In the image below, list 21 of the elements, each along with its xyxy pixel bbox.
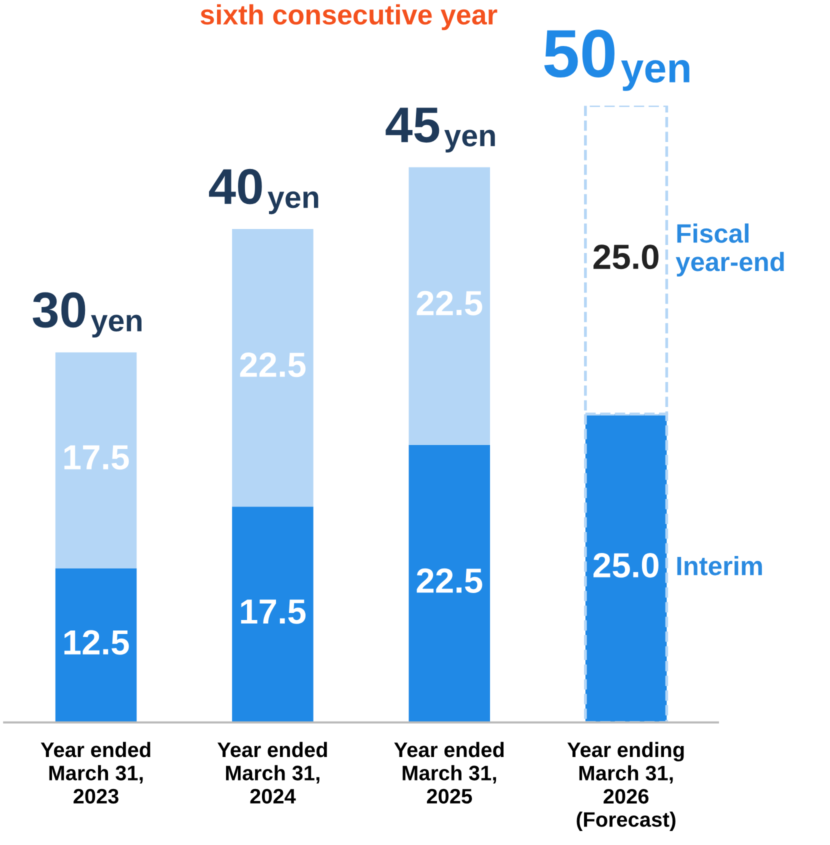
data-label: 25.0	[593, 552, 658, 578]
x-tick-label: Year ending March 31, 2026 (Forecast)	[567, 742, 684, 832]
data-label: 17.5	[64, 445, 129, 470]
data-label: 17.5	[241, 600, 306, 624]
x-tick-label: Year ended March 31, 2023	[40, 742, 150, 804]
data-label: 22.5	[416, 290, 482, 316]
x-tick-label: Year ended March 31, 2025	[394, 742, 504, 804]
series-label: Interim	[677, 556, 762, 576]
bar	[55, 568, 137, 722]
bar	[232, 228, 314, 507]
bar	[408, 167, 490, 445]
data-label: 12.5	[64, 630, 129, 655]
data-label: 22.5	[416, 568, 482, 594]
bar	[408, 444, 490, 722]
series-label: Fiscal year-end	[676, 223, 784, 276]
bar	[232, 506, 314, 722]
data-label: 25.0	[593, 244, 658, 270]
data-label: 22.5	[240, 352, 306, 378]
chart-title: sixth consecutive year	[200, 4, 498, 30]
bar	[55, 352, 137, 568]
x-tick-label: Year ended March 31, 2024	[217, 742, 327, 804]
